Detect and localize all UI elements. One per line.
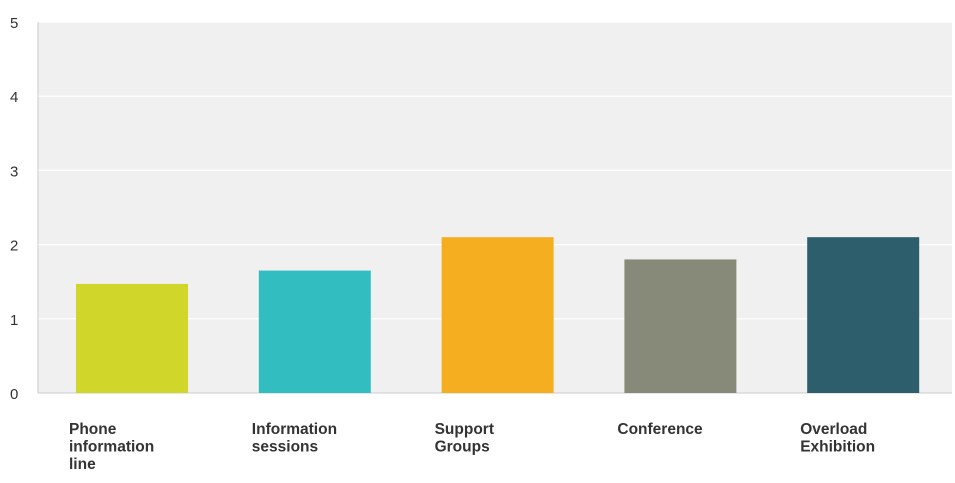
bars bbox=[76, 237, 920, 393]
x-axis-labels: Phone information line Information sessions S… bbox=[69, 421, 875, 473]
y-tick-label: 3 bbox=[10, 163, 18, 180]
y-tick-label: 0 bbox=[10, 386, 18, 403]
x-tick-label-line: Exhibition bbox=[800, 439, 875, 456]
x-tick-label-line: Information bbox=[252, 421, 337, 438]
y-tick-label: 1 bbox=[10, 312, 18, 329]
bar bbox=[441, 237, 554, 393]
bar bbox=[76, 283, 188, 393]
y-tick-label: 4 bbox=[10, 89, 18, 106]
y-tick-label: 5 bbox=[10, 15, 18, 32]
x-tick-label-line: line bbox=[69, 456, 96, 473]
x-tick-label: Support Groups bbox=[435, 421, 494, 456]
x-tick-label-line: sessions bbox=[252, 439, 318, 456]
bar bbox=[624, 259, 737, 393]
x-tick-label-line: Phone bbox=[69, 421, 117, 438]
x-tick-label-line: Groups bbox=[435, 439, 490, 456]
bar bbox=[807, 237, 920, 393]
y-axis-ticks: 0 1 2 3 4 5 bbox=[10, 15, 18, 403]
x-tick-label: Overload Exhibition bbox=[800, 421, 875, 456]
x-tick-label: Phone information line bbox=[69, 421, 154, 473]
bar bbox=[258, 270, 371, 393]
x-tick-label-line: Support bbox=[435, 421, 494, 438]
x-tick-label: Conference bbox=[617, 421, 703, 438]
x-tick-label-line: Conference bbox=[617, 421, 703, 438]
x-tick-label: Information sessions bbox=[252, 421, 337, 456]
x-tick-label-line: Overload bbox=[800, 421, 867, 438]
y-tick-label: 2 bbox=[10, 238, 18, 255]
x-tick-label-line: information bbox=[69, 439, 154, 456]
